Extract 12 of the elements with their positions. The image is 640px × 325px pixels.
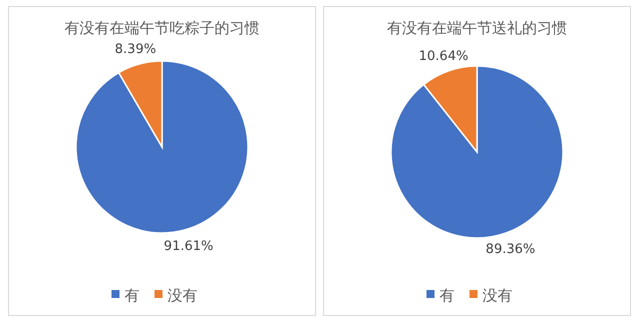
data-label: 10.64% xyxy=(418,49,468,64)
legend-label: 没有 xyxy=(482,286,512,304)
data-label: 91.61% xyxy=(164,239,214,254)
legend-label: 有 xyxy=(440,286,454,304)
pie-slice xyxy=(75,60,249,234)
legend-label: 没有 xyxy=(168,286,198,304)
chart-title: 有没有在端午节送礼的习惯 xyxy=(387,19,567,37)
data-label: 8.39% xyxy=(114,42,156,58)
pie-slice xyxy=(390,65,564,239)
data-label: 89.36% xyxy=(486,242,536,257)
chart-title: 有没有在端午节吃粽子的习惯 xyxy=(64,19,260,37)
legend-label: 有 xyxy=(124,286,140,304)
